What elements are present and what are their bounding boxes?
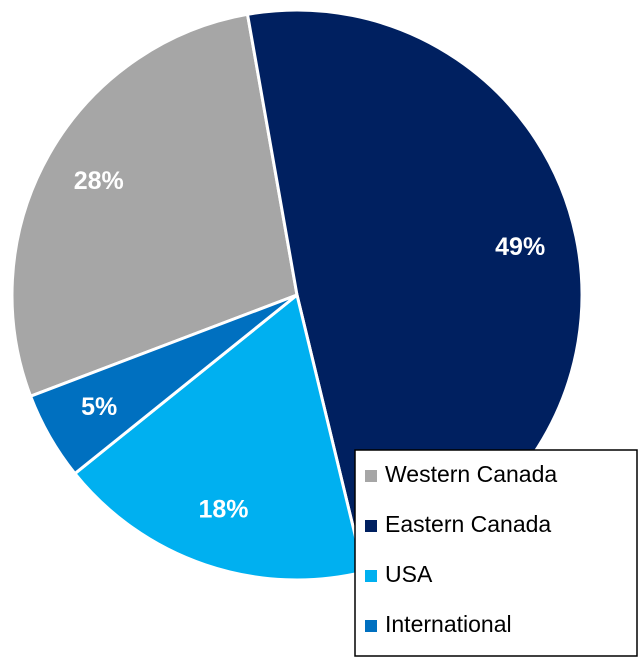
value-label: 28% xyxy=(74,167,124,195)
value-label: 5% xyxy=(81,393,117,421)
legend-label: USA xyxy=(385,561,433,587)
pie-slice xyxy=(72,292,366,582)
pie-slice xyxy=(10,12,299,399)
legend-box xyxy=(354,449,638,657)
legend-swatch xyxy=(365,520,377,532)
legend-swatch xyxy=(365,570,377,582)
value-label: 18% xyxy=(198,495,248,523)
legend-swatch xyxy=(365,470,377,482)
legend-label: Eastern Canada xyxy=(385,511,551,537)
legend-label: International xyxy=(385,611,512,637)
legend-swatch xyxy=(365,620,377,632)
legend-label: Western Canada xyxy=(385,461,557,487)
pie-slice xyxy=(28,293,298,476)
value-label: 49% xyxy=(495,233,545,261)
